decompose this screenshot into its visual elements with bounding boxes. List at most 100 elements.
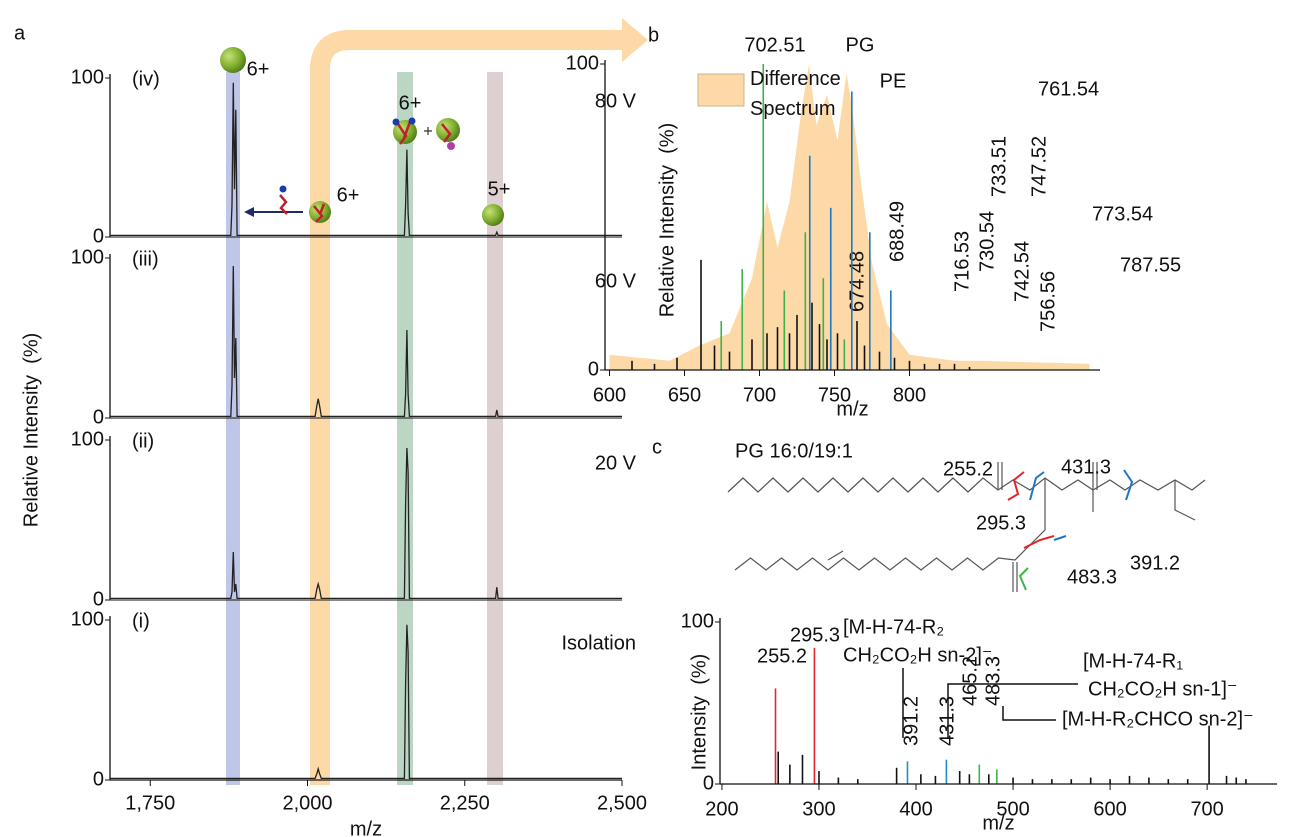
bond [827,550,844,561]
spectrum-line [110,82,622,237]
y-tick-label: 0 [93,588,104,610]
ion-annotation: [M-H-74-R₂ [843,616,944,638]
y-tick-label: 0 [93,768,104,790]
spectrum-label: (iv) [132,68,160,90]
x-tick-label: 2,250 [440,792,490,814]
y-tick-label: 100 [71,66,104,88]
bond [727,477,1206,493]
peak-label: 742.54 [1011,241,1033,302]
fragment-label: 255.2 [943,458,993,480]
x-tick-label: 750 [818,384,851,406]
y-axis-label: Relative Intensity (%) [20,333,42,528]
fragment-label: 295.3 [976,512,1026,534]
peak-label: 295.3 [790,624,840,646]
ion-annotation: CH₂CO₂H sn-2]⁻ [843,644,992,666]
panel-letter: c [652,436,662,458]
x-axis-label: m/z [350,818,382,837]
x-axis-label: m/z [982,812,1014,834]
x-tick-label: 800 [893,384,926,406]
y-tick-label: 100 [71,608,104,630]
peak-label: 773.54 [1092,203,1153,225]
structure-drawing [727,462,1206,592]
series-label: PE [880,70,907,92]
highlight-band [487,72,503,785]
y-tick-label: 100 [681,610,714,632]
y-tick-label: 0 [588,358,599,380]
x-tick-label: 700 [1190,798,1223,820]
panel-letter: a [14,22,26,44]
x-tick-label: 200 [705,798,738,820]
x-tick-label: 700 [743,384,776,406]
bond [1123,469,1134,501]
x-tick-label: 600 [593,384,626,406]
difference-area [609,64,1090,370]
y-tick-label: 100 [566,52,599,74]
structure-title: PG 16:0/19:1 [735,440,853,462]
bond [1053,535,1067,541]
ion-annotation: CH₂CO₂H sn-1]⁻ [1088,678,1237,700]
peak-label: 391.2 [900,696,922,746]
spectrum-line [110,624,622,780]
peak-label: 674.48 [846,251,868,312]
spectrum-line [110,447,622,600]
y-axis-label: Relative Intensity (%) [656,123,678,318]
condition-label: 60 V [595,270,637,292]
bond [1018,567,1029,591]
highlight-band [397,72,413,785]
legend-swatch [697,73,745,107]
charge-label: 6+ [399,92,422,114]
fragment-label: 431.3 [1061,456,1111,478]
y-tick-label: 100 [71,428,104,450]
highlight-band [226,72,240,785]
peak-label: 733.51 [988,136,1010,197]
ion-icons [220,47,504,226]
annotation-connectors [902,668,1078,738]
x-tick-label: 1,750 [125,792,175,814]
spectrum-label: (ii) [132,430,154,452]
spectrum-label: (iii) [132,248,159,270]
y-tick-label: 0 [93,406,104,428]
condition-label: Isolation [562,632,637,654]
series-label: PG [846,34,875,56]
peak-label: 787.55 [1120,254,1181,276]
peak-label: 716.53 [951,231,973,292]
bond [1174,480,1196,521]
y-axis-label: Intensity (%) [688,654,710,771]
y-tick-label: 0 [93,225,104,247]
x-tick-label: 400 [899,798,932,820]
peak-label: 747.52 [1028,136,1050,197]
charge-label: 6+ [337,184,360,206]
bond [734,478,1046,571]
arrow [310,30,625,785]
x-tick-label: 2,000 [282,792,332,814]
x-tick-label: 650 [668,384,701,406]
peak-label: 761.54 [1038,78,1099,100]
panel-letter: b [648,24,659,46]
peak-label: 702.51 [744,34,805,56]
x-tick-label: 600 [1093,798,1126,820]
peak-label: 756.56 [1037,271,1059,332]
x-tick-label: 500 [996,798,1029,820]
x-axis-label: m/z [836,398,868,420]
spectrum-label: (i) [132,610,150,632]
charge-label: 5+ [488,178,511,200]
x-tick-label: 300 [802,798,835,820]
peak-label: 483.3 [982,656,1004,706]
y-tick-label: 100 [71,246,104,268]
x-tick-label: 2,500 [597,792,647,814]
fragment-label: 391.2 [1130,552,1180,574]
bond [1023,535,1055,549]
ion-annotation: [M-H-R₂CHCO sn-2]⁻ [1062,708,1254,730]
peak-label: 730.54 [976,211,998,272]
charge-label: 6+ [247,58,270,80]
arrow-head [622,18,648,62]
peak-label: 688.49 [886,201,908,262]
peak-label: 431.3 [936,696,958,746]
peak-label: 465.2 [959,656,981,706]
condition-label: 20 V [595,452,637,474]
bond [1029,471,1045,501]
legend-label: Difference Spectrum [750,68,841,120]
peak-label: 255.2 [757,645,807,667]
